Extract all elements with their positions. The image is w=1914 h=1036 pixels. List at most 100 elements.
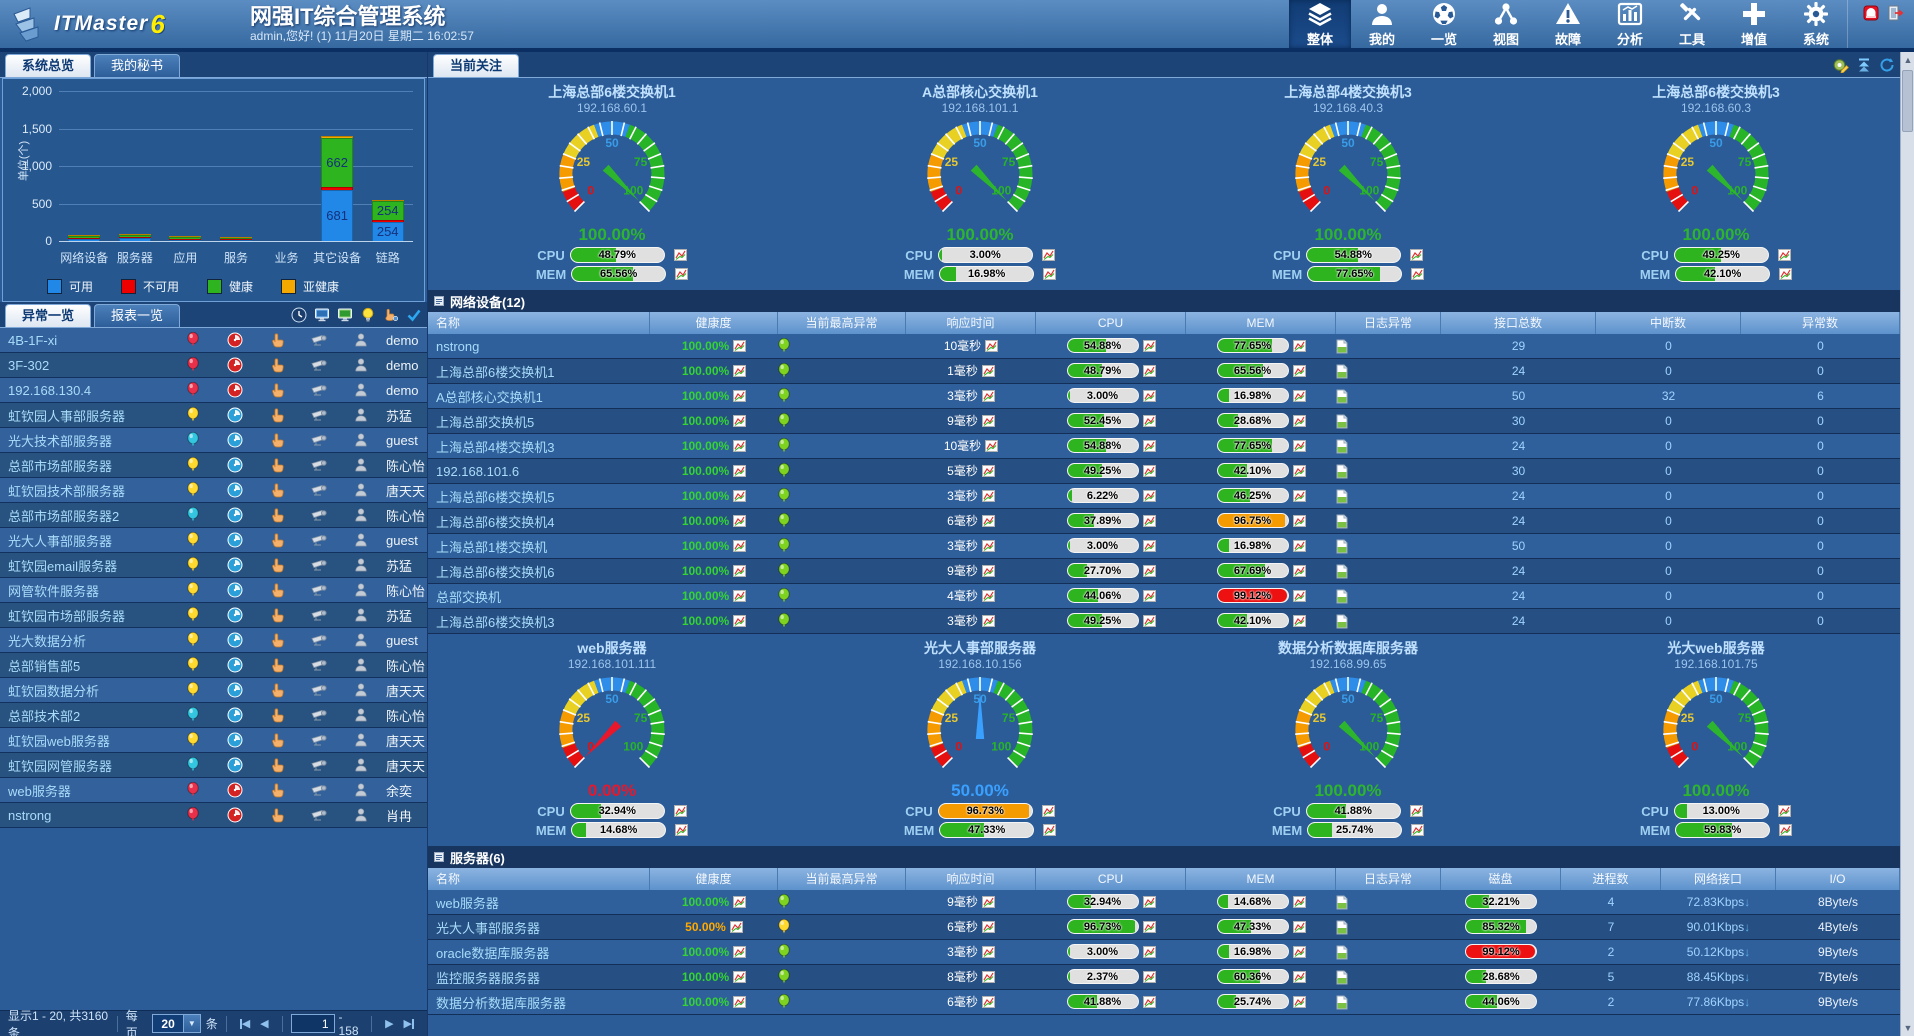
trend-chart-icon[interactable] <box>1292 945 1306 958</box>
trend-chart-icon[interactable] <box>1142 339 1156 352</box>
table-row[interactable]: 上海总部6楼交换机5 100.00% 3毫秒 6.22% 46.25% 24 0 0 <box>428 484 1900 509</box>
trend-chart-icon[interactable] <box>733 539 747 552</box>
person-icon[interactable] <box>340 533 382 547</box>
list-item[interactable]: 3F-302 demo <box>0 353 427 378</box>
trend-chart-icon[interactable] <box>733 514 747 527</box>
gauge-icon[interactable] <box>214 557 256 573</box>
balloon-icon[interactable] <box>172 407 214 423</box>
log-icon[interactable] <box>1336 589 1441 604</box>
trend-chart-icon[interactable] <box>733 489 747 502</box>
log-icon[interactable] <box>1336 945 1441 960</box>
trend-chart-icon[interactable] <box>733 945 747 958</box>
trend-chart-icon[interactable] <box>1292 895 1306 908</box>
trend-chart-icon[interactable] <box>1041 805 1055 817</box>
trend-chart-icon[interactable] <box>985 339 999 352</box>
trend-chart-icon[interactable] <box>1142 564 1156 577</box>
hand-icon[interactable] <box>256 582 298 598</box>
trend-chart-icon[interactable] <box>1142 464 1156 477</box>
trend-chart-icon[interactable] <box>1142 364 1156 377</box>
trend-chart-icon[interactable] <box>1142 995 1156 1008</box>
monitor-icon[interactable] <box>314 307 330 323</box>
trend-chart-icon[interactable] <box>1142 389 1156 402</box>
list-item[interactable]: 4B-1F-xi demo <box>0 328 427 353</box>
trend-chart-icon[interactable] <box>981 564 995 577</box>
terminal-icon[interactable] <box>337 307 353 323</box>
list-item[interactable]: 网管软件服务器 陈心怡 <box>0 578 427 603</box>
table-row[interactable]: 上海总部1楼交换机 100.00% 3毫秒 3.00% 16.98% 50 0 0 <box>428 534 1900 559</box>
collapse-icon[interactable] <box>1856 57 1872 73</box>
person-icon[interactable] <box>340 508 382 522</box>
camera-icon[interactable] <box>298 459 340 472</box>
balloon-icon[interactable] <box>172 732 214 748</box>
nav-item-system[interactable]: 系统 <box>1785 0 1847 48</box>
trend-chart-icon[interactable] <box>1292 339 1306 352</box>
trend-chart-icon[interactable] <box>1142 970 1156 983</box>
gauge-icon[interactable] <box>214 432 256 448</box>
per-page-select[interactable]: 20 ▼ <box>152 1014 201 1033</box>
hand-icon[interactable] <box>256 607 298 623</box>
trend-chart-icon[interactable] <box>673 805 687 817</box>
log-icon[interactable] <box>1336 895 1441 910</box>
log-icon[interactable] <box>1336 339 1441 354</box>
gauge-icon[interactable] <box>214 757 256 773</box>
trend-chart-icon[interactable] <box>733 564 747 577</box>
gauge-icon[interactable] <box>214 732 256 748</box>
nav-item-tools[interactable]: 工具 <box>1661 0 1723 48</box>
nav-item-overall[interactable]: 整体 <box>1289 0 1351 48</box>
balloon-icon[interactable] <box>172 457 214 473</box>
trend-chart-icon[interactable] <box>733 895 747 908</box>
balloon-icon[interactable] <box>172 757 214 773</box>
table-row[interactable]: 上海总部6楼交换机4 100.00% 6毫秒 37.89% 96.75% 24 0 0 <box>428 509 1900 534</box>
gauge-icon[interactable] <box>214 782 256 798</box>
trend-chart-icon[interactable] <box>1292 970 1306 983</box>
trend-chart-icon[interactable] <box>673 249 687 261</box>
table-row[interactable]: 上海总部6楼交换机6 100.00% 9毫秒 27.70% 67.69% 24 0 0 <box>428 559 1900 584</box>
hand-icon[interactable] <box>256 382 298 398</box>
gauge-icon[interactable] <box>214 807 256 823</box>
trend-chart-icon[interactable] <box>1292 464 1306 477</box>
hand-icon[interactable] <box>256 557 298 573</box>
person-icon[interactable] <box>340 558 382 572</box>
person-icon[interactable] <box>340 358 382 372</box>
trend-chart-icon[interactable] <box>981 414 995 427</box>
person-icon[interactable] <box>340 708 382 722</box>
trend-chart-icon[interactable] <box>1292 514 1306 527</box>
camera-icon[interactable] <box>298 359 340 372</box>
camera-icon[interactable] <box>298 409 340 422</box>
alarm-icon[interactable] <box>1862 4 1880 22</box>
gauge-icon[interactable] <box>214 582 256 598</box>
trend-chart-icon[interactable] <box>733 414 747 427</box>
scroll-down-icon[interactable]: ▼ <box>1903 1023 1913 1033</box>
table-row[interactable]: 总部交换机 100.00% 4毫秒 44.06% 99.12% 24 0 0 <box>428 584 1900 609</box>
person-icon[interactable] <box>340 658 382 672</box>
trend-chart-icon[interactable] <box>1292 489 1306 502</box>
trend-chart-icon[interactable] <box>1292 995 1306 1008</box>
balloon-icon[interactable] <box>172 332 214 348</box>
chevron-down-icon[interactable]: ▼ <box>182 1015 200 1032</box>
camera-icon[interactable] <box>298 659 340 672</box>
trend-chart-icon[interactable] <box>981 364 995 377</box>
person-icon[interactable] <box>340 408 382 422</box>
logout-icon[interactable] <box>1886 4 1904 22</box>
trend-chart-icon[interactable] <box>675 824 689 836</box>
trend-chart-icon[interactable] <box>1043 824 1057 836</box>
first-page-button[interactable]: ◀ <box>239 1018 251 1030</box>
table-row[interactable]: oracle数据库服务器 100.00% 3毫秒 3.00% 16.98% 99.12% 2… <box>428 940 1900 965</box>
list-item[interactable]: 虹钦园人事部服务器 苏猛 <box>0 403 427 428</box>
hand-icon[interactable] <box>256 457 298 473</box>
trend-chart-icon[interactable] <box>1142 539 1156 552</box>
balloon-icon[interactable] <box>172 607 214 623</box>
balloon-icon[interactable] <box>172 557 214 573</box>
trend-chart-icon[interactable] <box>985 439 999 452</box>
trend-chart-icon[interactable] <box>1292 414 1306 427</box>
table-row[interactable]: 192.168.101.6 100.00% 5毫秒 49.25% 42.10% 30 0 0 <box>428 459 1900 484</box>
gauge-icon[interactable] <box>214 682 256 698</box>
trend-chart-icon[interactable] <box>981 539 995 552</box>
nav-item-analysis[interactable]: 分析 <box>1599 0 1661 48</box>
person-icon[interactable] <box>340 783 382 797</box>
trend-chart-icon[interactable] <box>1292 539 1306 552</box>
trend-chart-icon[interactable] <box>1292 439 1306 452</box>
trend-chart-icon[interactable] <box>1142 439 1156 452</box>
table-row[interactable]: 上海总部交换机5 100.00% 9毫秒 52.45% 28.68% 30 0 0 <box>428 409 1900 434</box>
hand-icon[interactable] <box>256 432 298 448</box>
